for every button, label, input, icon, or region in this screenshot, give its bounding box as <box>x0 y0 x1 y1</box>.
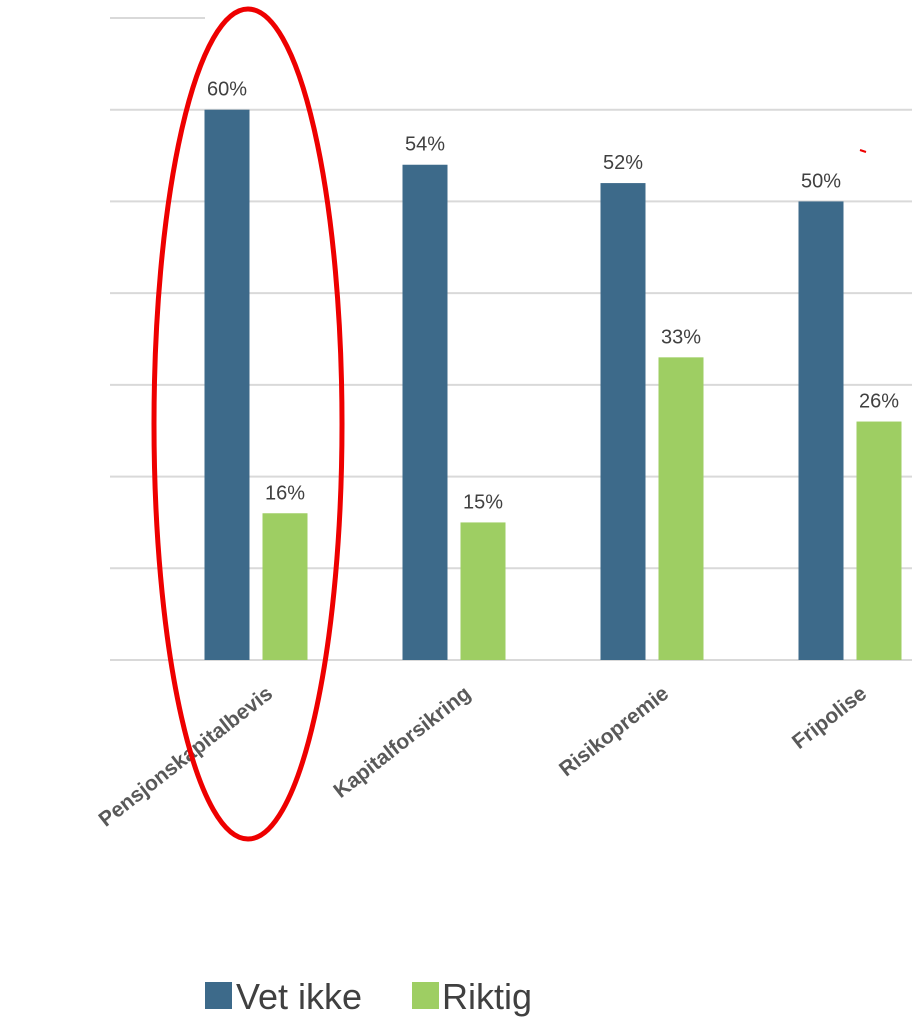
legend-label: Vet ikke <box>236 976 362 1017</box>
data-label: 54% <box>405 134 445 156</box>
x-tick-label: Kapitalforsikring <box>329 682 475 803</box>
data-label: 15% <box>463 491 503 513</box>
data-label: 33% <box>661 326 701 348</box>
bar-riktig <box>460 522 506 660</box>
data-label: 50% <box>801 170 841 192</box>
bar-vet-ikke <box>402 164 448 660</box>
red-tick-mark <box>859 149 867 153</box>
legend-swatch <box>205 982 232 1009</box>
legend-swatch <box>412 982 439 1009</box>
bar-riktig <box>856 421 902 660</box>
bar-vet-ikke <box>600 183 646 661</box>
data-label: 16% <box>265 482 305 504</box>
legend-label: Riktig <box>442 976 532 1017</box>
legend: Vet ikke Riktig <box>205 976 532 1017</box>
bar-riktig <box>658 357 704 660</box>
data-label: 60% <box>207 79 247 101</box>
bar-vet-ikke <box>798 201 844 660</box>
bar-riktig <box>262 513 308 660</box>
highlight <box>151 6 867 842</box>
highlight-ellipse <box>151 6 345 842</box>
bar-vet-ikke <box>204 109 250 660</box>
x-tick-label: Pensjonskapitalbevis <box>95 682 277 832</box>
x-tick-label: Fripolise <box>788 682 871 754</box>
data-labels: 60% 54% 52% 50% 16% 15% 33% 26% <box>207 79 899 514</box>
x-tick-label: Risikopremie <box>555 682 673 781</box>
data-label: 52% <box>603 152 643 174</box>
bars <box>204 109 902 661</box>
data-label: 26% <box>859 391 899 413</box>
